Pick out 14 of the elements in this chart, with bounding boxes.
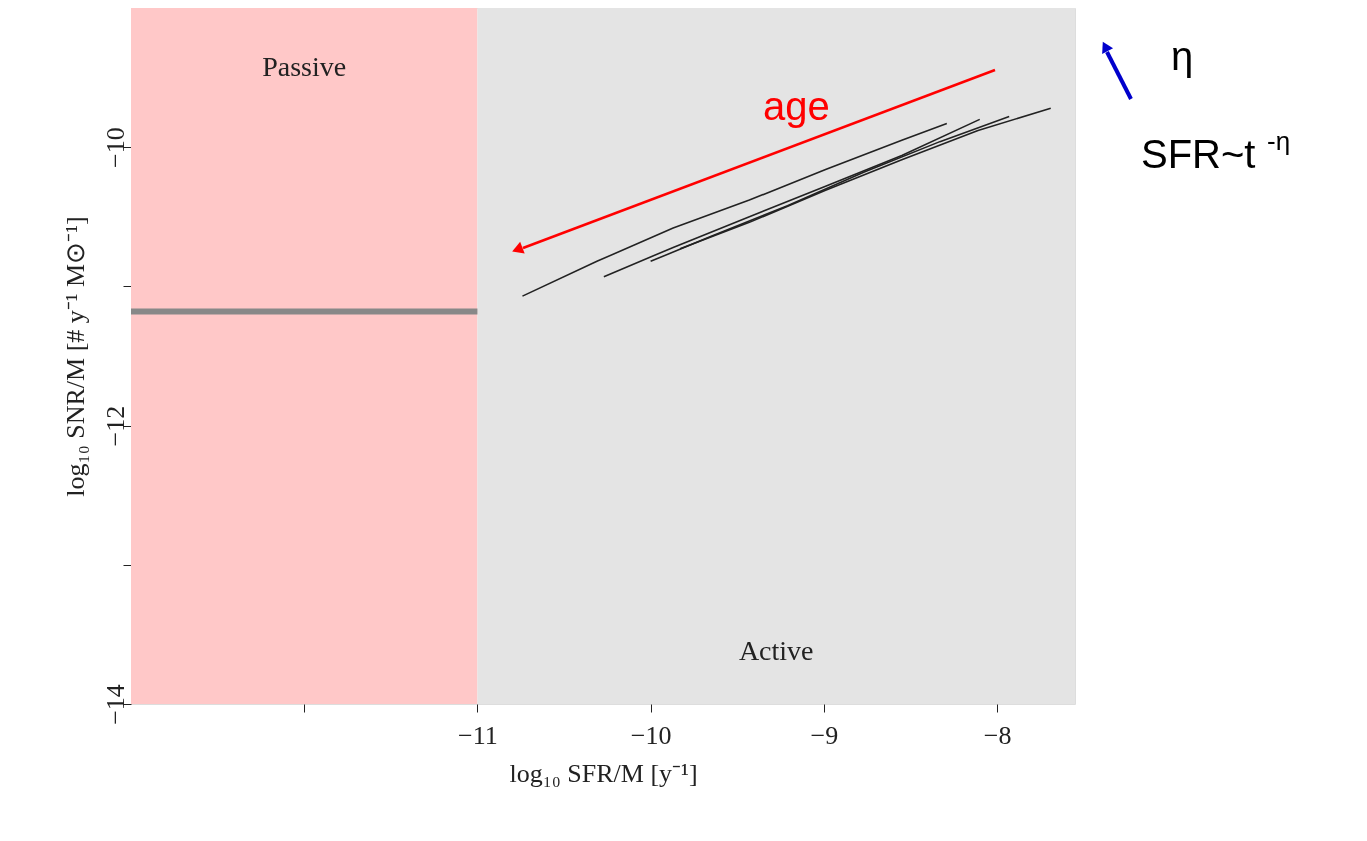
x-tick-label: −8 [983,720,1012,750]
y-tick-label: −12 [100,405,130,447]
band-label: Active [738,635,814,666]
band-label: Passive [262,51,347,82]
y-axis-title: log₁₀ SNR/M [# y⁻¹ M⊙⁻¹] [60,216,90,497]
text: η [1171,34,1194,78]
y-tick-label: −10 [100,127,130,169]
x-tick-label: −10 [630,720,672,750]
x-tick-label: −11 [458,720,498,750]
annotation: age [763,84,830,128]
x-axis-title: log₁₀ SFR/M [y⁻¹] [509,758,698,788]
text: SFR~t-η [1141,126,1291,176]
y-tick-label: −14 [100,684,130,725]
x-tick-label: −9 [810,720,839,750]
